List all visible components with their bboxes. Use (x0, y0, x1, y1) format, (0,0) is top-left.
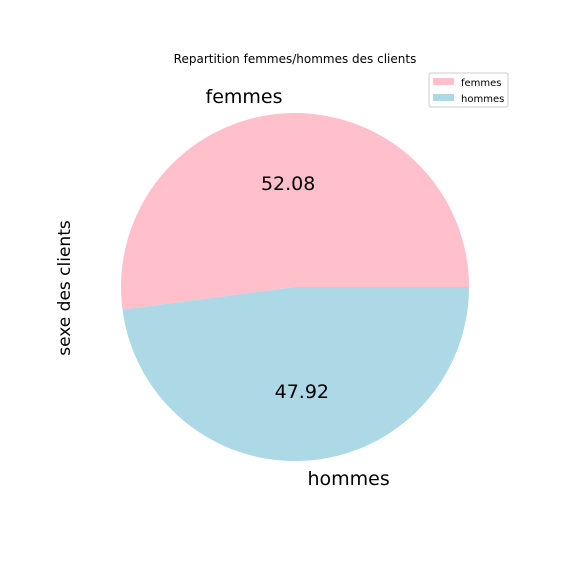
legend: femmes hommes (428, 72, 509, 108)
pie-slices (120, 113, 470, 462)
pie-slice-femmes (120, 113, 469, 310)
pie-slice-hommes (122, 287, 470, 462)
chart-title: Repartition femmes/hommes des clients (174, 52, 417, 66)
legend-swatch-femmes (433, 78, 454, 85)
legend-label-femmes: femmes (461, 78, 502, 89)
pie-category-label-hommes: hommes (308, 468, 390, 490)
pie-labels: 52.08 femmes 47.92 hommes (206, 86, 390, 490)
legend-label-hommes: hommes (461, 94, 504, 105)
pie-value-label-hommes: 47.92 (275, 381, 329, 403)
legend-swatch-hommes (433, 94, 454, 101)
y-axis-label: sexe des clients (55, 220, 75, 356)
pie-value-label-femmes: 52.08 (261, 173, 315, 195)
pie-category-label-femmes: femmes (206, 86, 283, 108)
